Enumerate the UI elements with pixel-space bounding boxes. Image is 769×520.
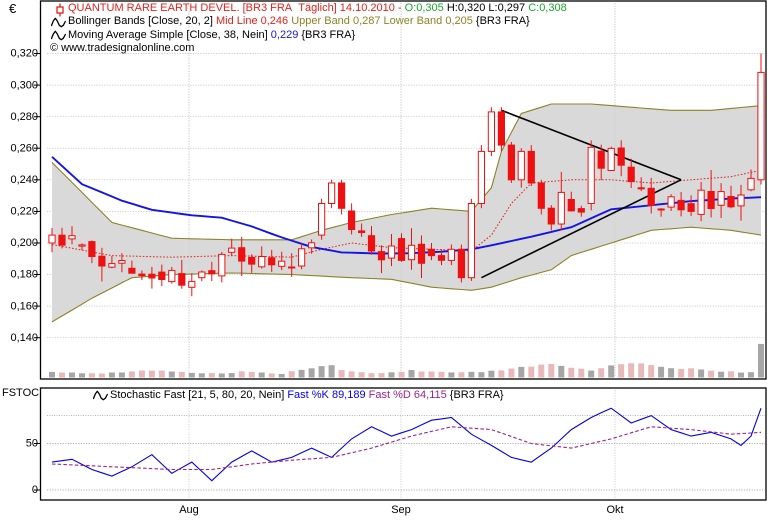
svg-text:0,280: 0,280 xyxy=(10,111,38,123)
svg-text:Sep: Sep xyxy=(391,504,411,516)
svg-text:€: € xyxy=(9,1,17,16)
svg-text:0,140: 0,140 xyxy=(10,332,38,344)
svg-text:0,240: 0,240 xyxy=(10,174,38,186)
svg-text:0,180: 0,180 xyxy=(10,269,38,281)
svg-text:Okt: Okt xyxy=(606,504,623,516)
svg-text:0,160: 0,160 xyxy=(10,300,38,312)
svg-text:0,320: 0,320 xyxy=(10,48,38,60)
svg-text:0,200: 0,200 xyxy=(10,237,38,249)
svg-text:0,220: 0,220 xyxy=(10,206,38,218)
svg-text:0,300: 0,300 xyxy=(10,79,38,91)
svg-text:Aug: Aug xyxy=(179,504,199,516)
svg-text:0,260: 0,260 xyxy=(10,142,38,154)
svg-text:FSTOC: FSTOC xyxy=(2,387,39,399)
